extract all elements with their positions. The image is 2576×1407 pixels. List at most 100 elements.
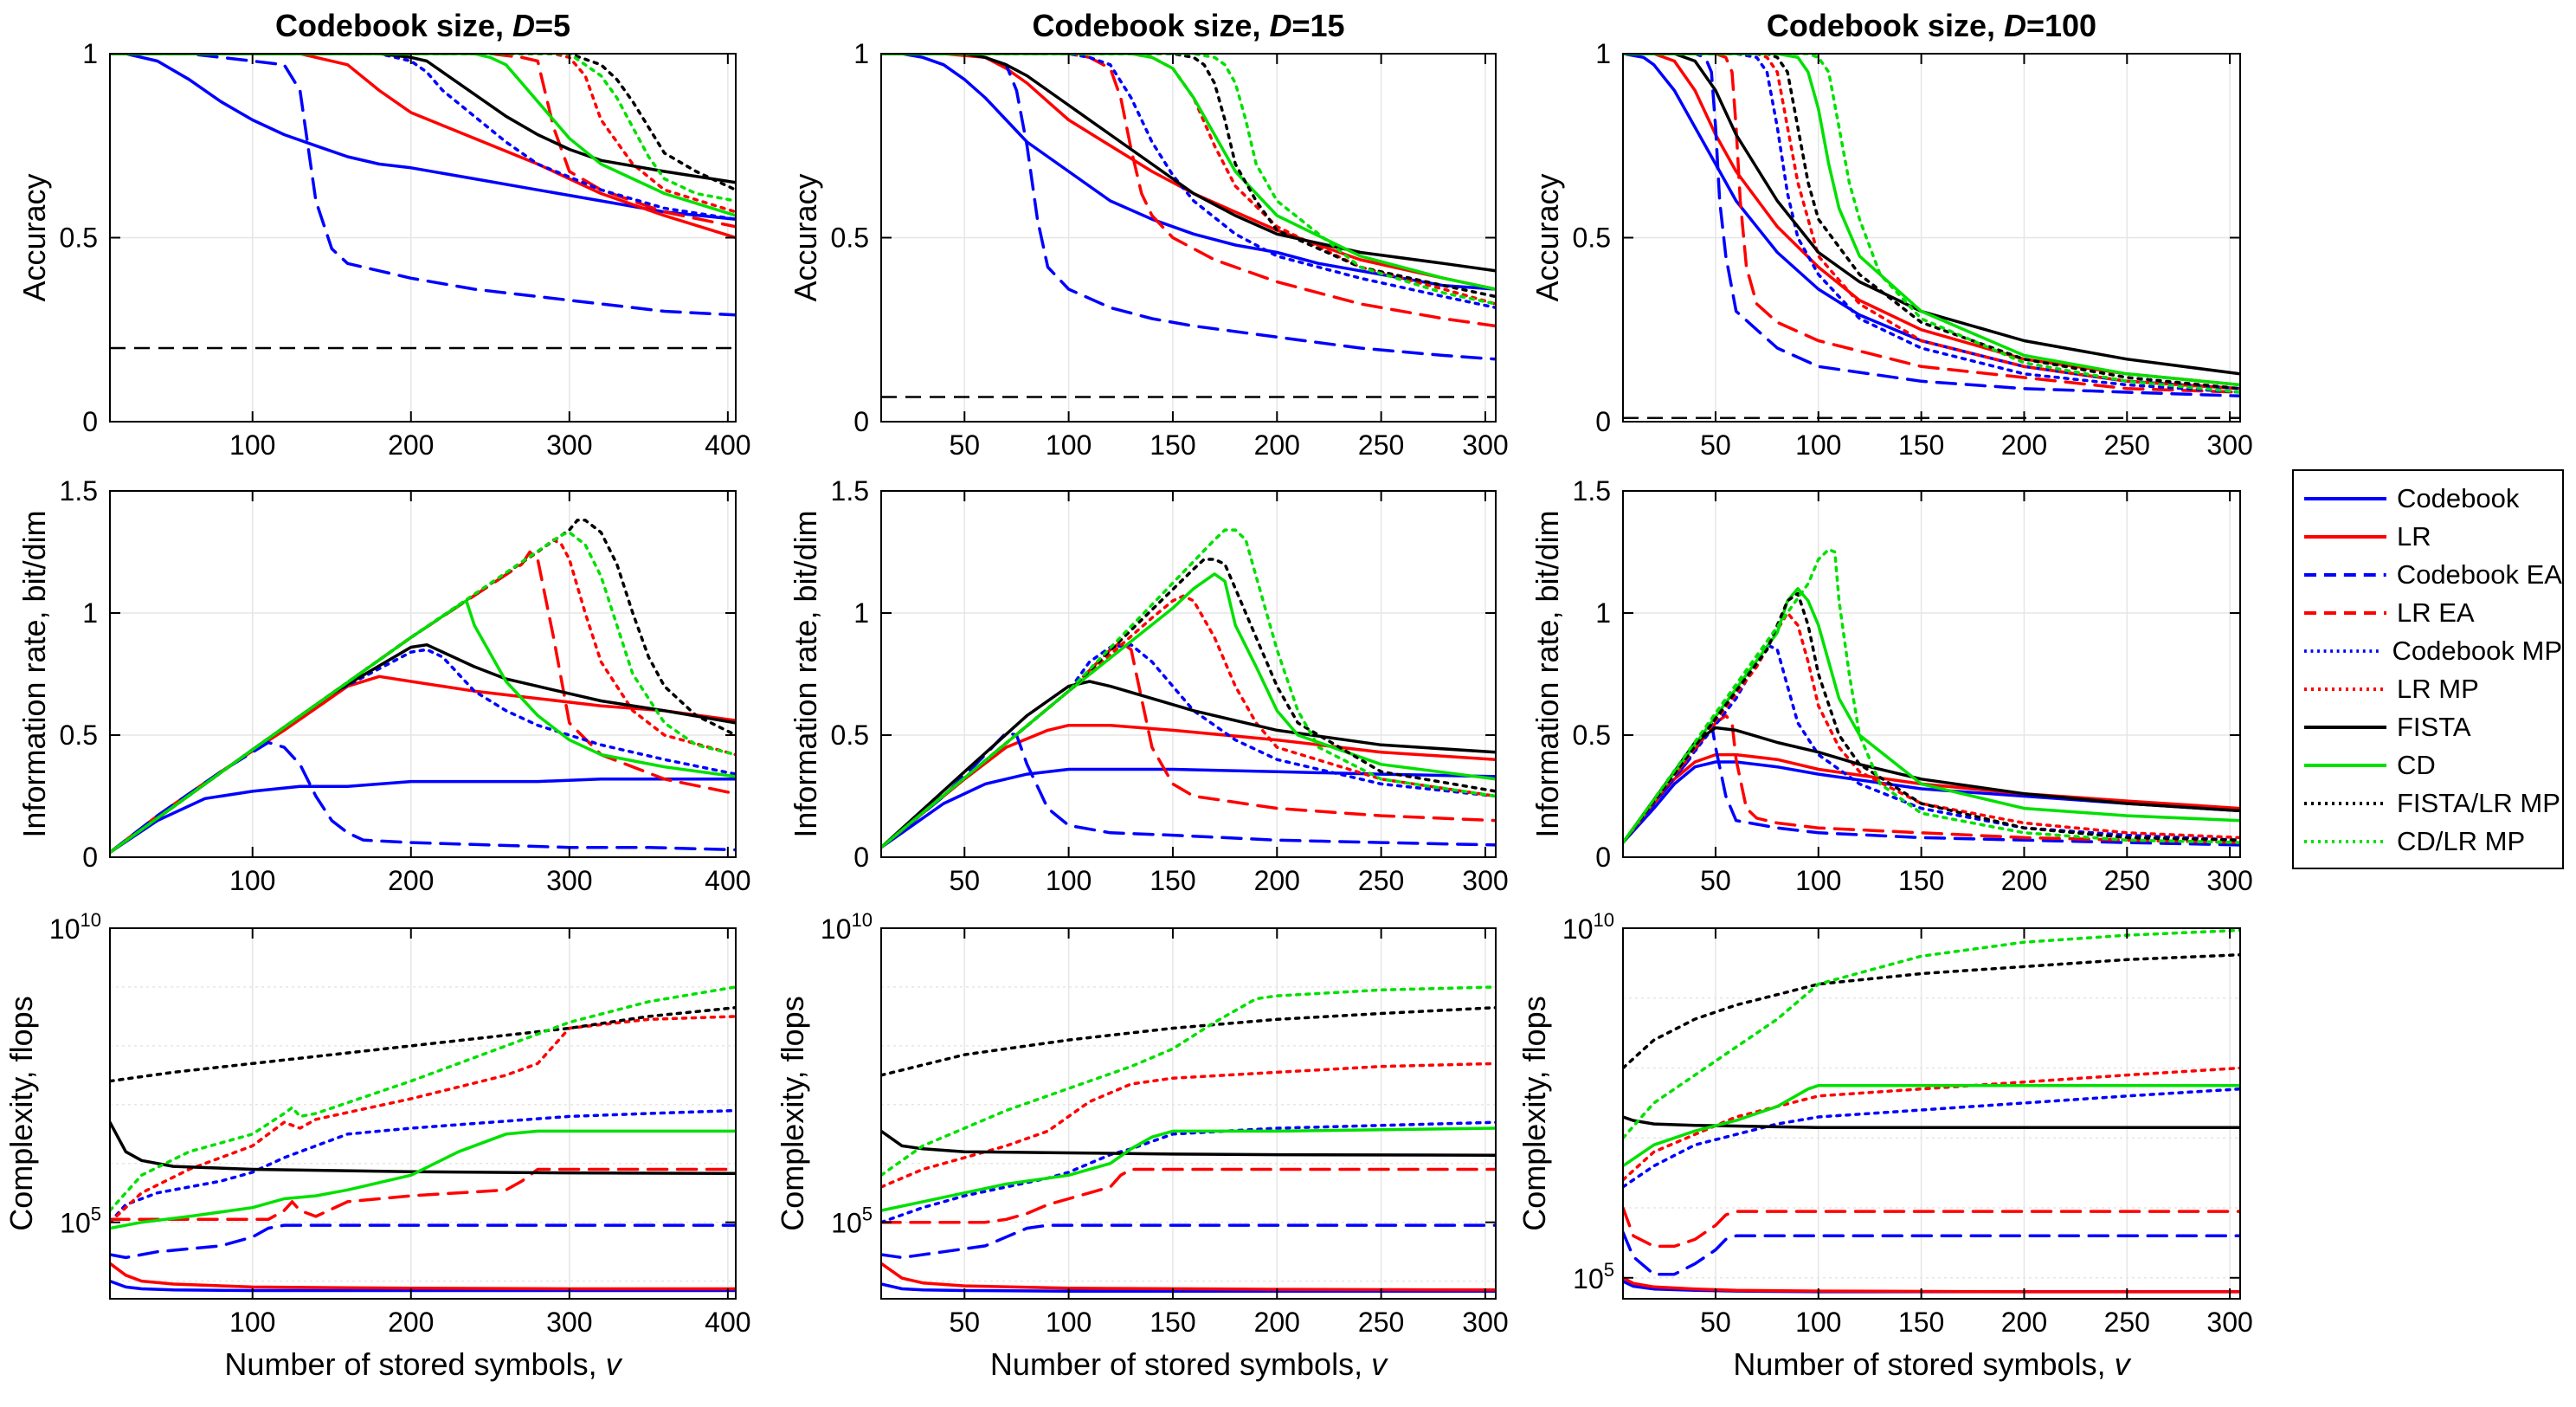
y-tick-label: 0 [1595,842,1611,873]
legend-entry-fista: FISTA [2294,708,2562,746]
y-tick-label: 0.5 [60,223,98,254]
y-tick-label: 0 [853,406,869,437]
axes-box [1622,927,2241,1300]
legend-label: FISTA/LR MP [2397,788,2560,818]
series-line-cd [881,572,1496,849]
series-line-lr-mp [110,538,736,855]
series-line-fista-lr-mp [881,558,1496,849]
x-tick-label: 300 [546,865,592,896]
y-tick-exponent: 10 [1594,909,1614,931]
x-tick-label: 250 [2104,865,2150,896]
series-line-cd [1623,1083,2240,1168]
legend-swatch-codebook-ea [2304,573,2386,577]
x-tick-label: 100 [229,1307,275,1338]
x-tick-label: 100 [1795,429,1841,461]
grid [881,53,1496,423]
series-line-codebook-mp [881,642,1496,849]
title-value: =15 [1291,8,1344,43]
series-line-cd [110,1129,736,1230]
y-tick-label: 0 [1595,406,1611,437]
legend-swatch-fista [2304,726,2386,729]
x-tick-label: 400 [705,1307,750,1338]
x-tick-label: 150 [1150,429,1195,461]
series-line-codebook-mp [1623,1087,2240,1189]
legend-label: Codebook MP [2392,636,2562,666]
y-axis-label: Complexity, flops [3,996,39,1230]
legend-entry-codebook: Codebook [2294,480,2562,518]
legend-swatch-cd [2304,764,2386,767]
y-tick-label: 1010 [821,909,873,945]
series-line-codebook-ea [110,1223,736,1260]
title-value: =100 [2026,8,2096,43]
x-tick-label: 200 [2001,1307,2047,1338]
series-line-codebook [110,54,736,221]
y-axis-label: Information rate, bit/dim [1530,510,1565,837]
grid [110,490,736,858]
x-label-text: Number of stored symbols, [1733,1346,2114,1382]
y-tick-label: 1010 [1562,909,1614,945]
x-tick-label: 200 [1254,1307,1300,1338]
series-line-codebook-ea [110,54,736,317]
x-tick-label: 50 [949,865,980,896]
series-line-codebook [1623,760,2240,844]
series-line-lr-mp [1623,1066,2240,1182]
series-line-cd [881,54,1496,291]
series-group [1623,54,2240,398]
y-tick-label: 1 [1595,597,1611,629]
y-tick-label: 0 [82,842,98,873]
x-tick-label: 100 [1046,1307,1092,1338]
x-axis-label: Number of stored symbols, v [224,1346,622,1382]
legend-label: Codebook [2397,483,2520,513]
subplot-1-2: 50 100 150 200 250 300 0 0.5 1 Accuracy Codebook s… [788,8,1509,461]
series-group [881,528,1496,849]
title-text: Codebook size, [275,8,512,43]
series-line-codebook-ea [110,740,736,855]
series-group [1623,928,2240,1294]
series-line-cd-lr-mp [1623,54,2240,394]
series-line-lr-mp [1623,54,2240,390]
legend-entry-cd-lr-mp: CD/LR MP [2294,823,2562,861]
y-tick-base: 10 [49,913,80,945]
series-line-codebook-ea [1623,54,2240,398]
subplot-1-1: 100 200 300 400 0 0.5 1 Accuracy Codebook size, … [16,8,751,461]
subplot-title: Codebook size, D=100 [1767,8,2096,43]
x-tick-label: 150 [1150,865,1195,896]
y-tick-base: 10 [60,1208,91,1239]
series-line-lr [881,1262,1496,1292]
x-tick-label: 300 [2206,865,2252,896]
series-line-codebook-ea [1623,1230,2240,1276]
legend-entry-codebook-ea: Codebook EA [2294,556,2562,594]
x-label-variable: v [2115,1346,2132,1382]
series-line-lr-mp [110,54,736,214]
series-line-codebook-ea [1623,721,2240,847]
y-axis-label: Information rate, bit/dim [788,510,823,837]
series-line-lr-ea [110,54,736,229]
series-line-cd [881,1126,1496,1212]
legend-label: FISTA [2397,712,2471,742]
x-tick-label: 100 [229,429,275,461]
series-line-cd-lr-mp [881,985,1496,1178]
series-line-fista-lr-mp [110,1005,736,1083]
y-tick-label: 1 [82,38,98,69]
series-group [110,519,736,855]
legend-swatch-codebook-mp [2304,649,2382,653]
x-tick-label: 100 [1795,865,1841,896]
y-tick-label: 0 [82,406,98,437]
x-axis-label: Number of stored symbols, v [1733,1346,2131,1382]
series-line-cd-lr-mp [110,985,736,1212]
y-tick-label: 1.5 [1573,475,1611,507]
axes-box [880,927,1497,1300]
axes-box [109,927,737,1300]
y-axis-label: Accuracy [788,173,823,301]
series-line-cd-lr-mp [1623,547,2240,844]
grid [881,490,1496,858]
series-line-lr-mp [881,1062,1496,1189]
x-tick-label: 200 [388,429,434,461]
series-line-fista [110,642,736,855]
series-line-codebook-mp [881,1120,1496,1224]
series-group [881,54,1496,361]
